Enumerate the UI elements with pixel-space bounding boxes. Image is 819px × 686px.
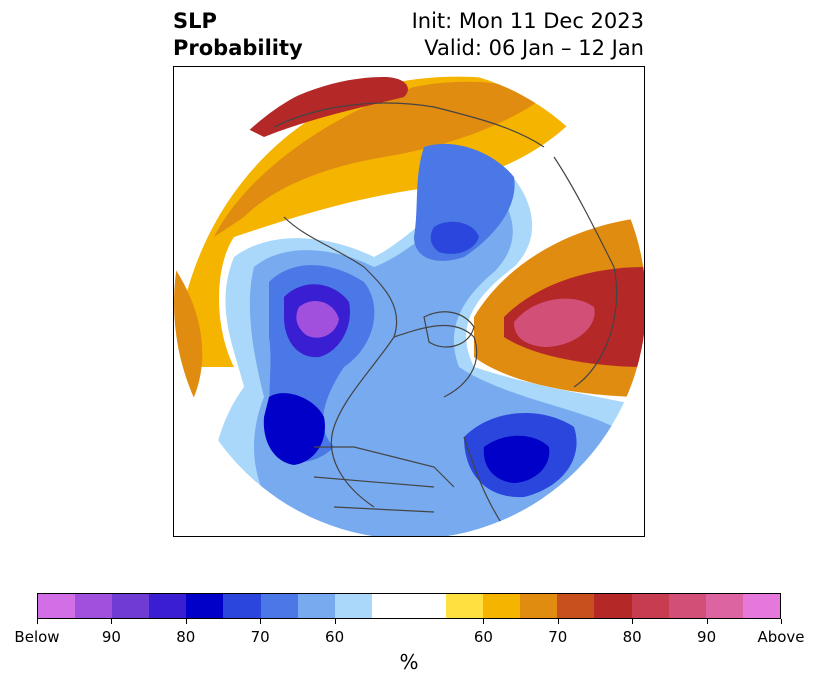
below-region-atlantic-core	[483, 435, 550, 483]
init-date: Init: Mon 11 Dec 2023	[411, 9, 644, 33]
colorbar-tick-label: 80	[176, 628, 196, 646]
above-region-north-inner	[214, 81, 544, 237]
colorbar-below-segment	[223, 594, 261, 618]
colorbar	[37, 593, 781, 619]
colorbar-above-segment	[594, 594, 632, 618]
colorbar-above-segment	[520, 594, 558, 618]
coastlines	[273, 102, 618, 528]
colorbar-above-segment	[483, 594, 521, 618]
colorbar-below-segment	[260, 594, 298, 618]
colorbar-tick-label: 70	[548, 628, 568, 646]
colorbar-tick-label: 80	[622, 628, 642, 646]
colorbar-below-segment	[334, 594, 372, 618]
colorbar-tick-mark	[781, 619, 782, 624]
below-region-core-southwest	[263, 393, 325, 465]
colorbar-tick-mark	[334, 619, 336, 624]
colorbar-below-segment	[186, 594, 224, 618]
colorbar-above-segment	[446, 594, 484, 618]
colorbar-below-segment	[297, 594, 335, 618]
colorbar-tick-label: 90	[101, 628, 121, 646]
colorbar-above-segment	[742, 594, 780, 618]
colorbar-tick-mark	[111, 619, 113, 624]
colorbar-tick-label: 60	[325, 628, 345, 646]
colorbar-tick-mark	[185, 619, 187, 624]
chart-title: SLP Probability	[173, 8, 303, 62]
colorbar-neutral-segment	[371, 594, 447, 618]
colorbar-tick-mark	[260, 619, 262, 624]
colorbar-above-segment	[668, 594, 706, 618]
colorbar-tick-label: Below	[14, 628, 60, 646]
colorbar-below-segment	[112, 594, 150, 618]
colorbar-tick-label: 60	[473, 628, 493, 646]
colorbar-below-segment	[38, 594, 76, 618]
colorbar-tick-mark	[37, 619, 38, 624]
colorbar-tick-label: Above	[757, 628, 805, 646]
probability-map	[173, 66, 645, 537]
valid-range: Valid: 06 Jan – 12 Jan	[424, 36, 644, 60]
colorbar-tick-mark	[557, 619, 559, 624]
date-info: Init: Mon 11 Dec 2023 Valid: 06 Jan – 12…	[412, 8, 644, 62]
title-line-2: Probability	[173, 36, 303, 60]
title-line-1: SLP	[173, 9, 217, 33]
colorbar-tick-label: 70	[250, 628, 270, 646]
above-region-north	[174, 76, 584, 367]
colorbar-tick-mark	[632, 619, 634, 624]
colorbar-tick-label: 90	[697, 628, 717, 646]
colorbar-above-segment	[631, 594, 669, 618]
map-graphic	[174, 67, 644, 536]
colorbar-tick-mark	[483, 619, 485, 624]
colorbar-tick-mark	[706, 619, 708, 624]
colorbar-above-segment	[557, 594, 595, 618]
colorbar-above-segment	[705, 594, 743, 618]
below-region-max-west	[296, 300, 339, 338]
above-region-east-core	[514, 298, 595, 347]
colorbar-below-segment	[75, 594, 113, 618]
colorbar-unit-label: %	[399, 650, 419, 674]
below-region-arctic-core	[430, 221, 479, 254]
colorbar-below-segment	[149, 594, 187, 618]
